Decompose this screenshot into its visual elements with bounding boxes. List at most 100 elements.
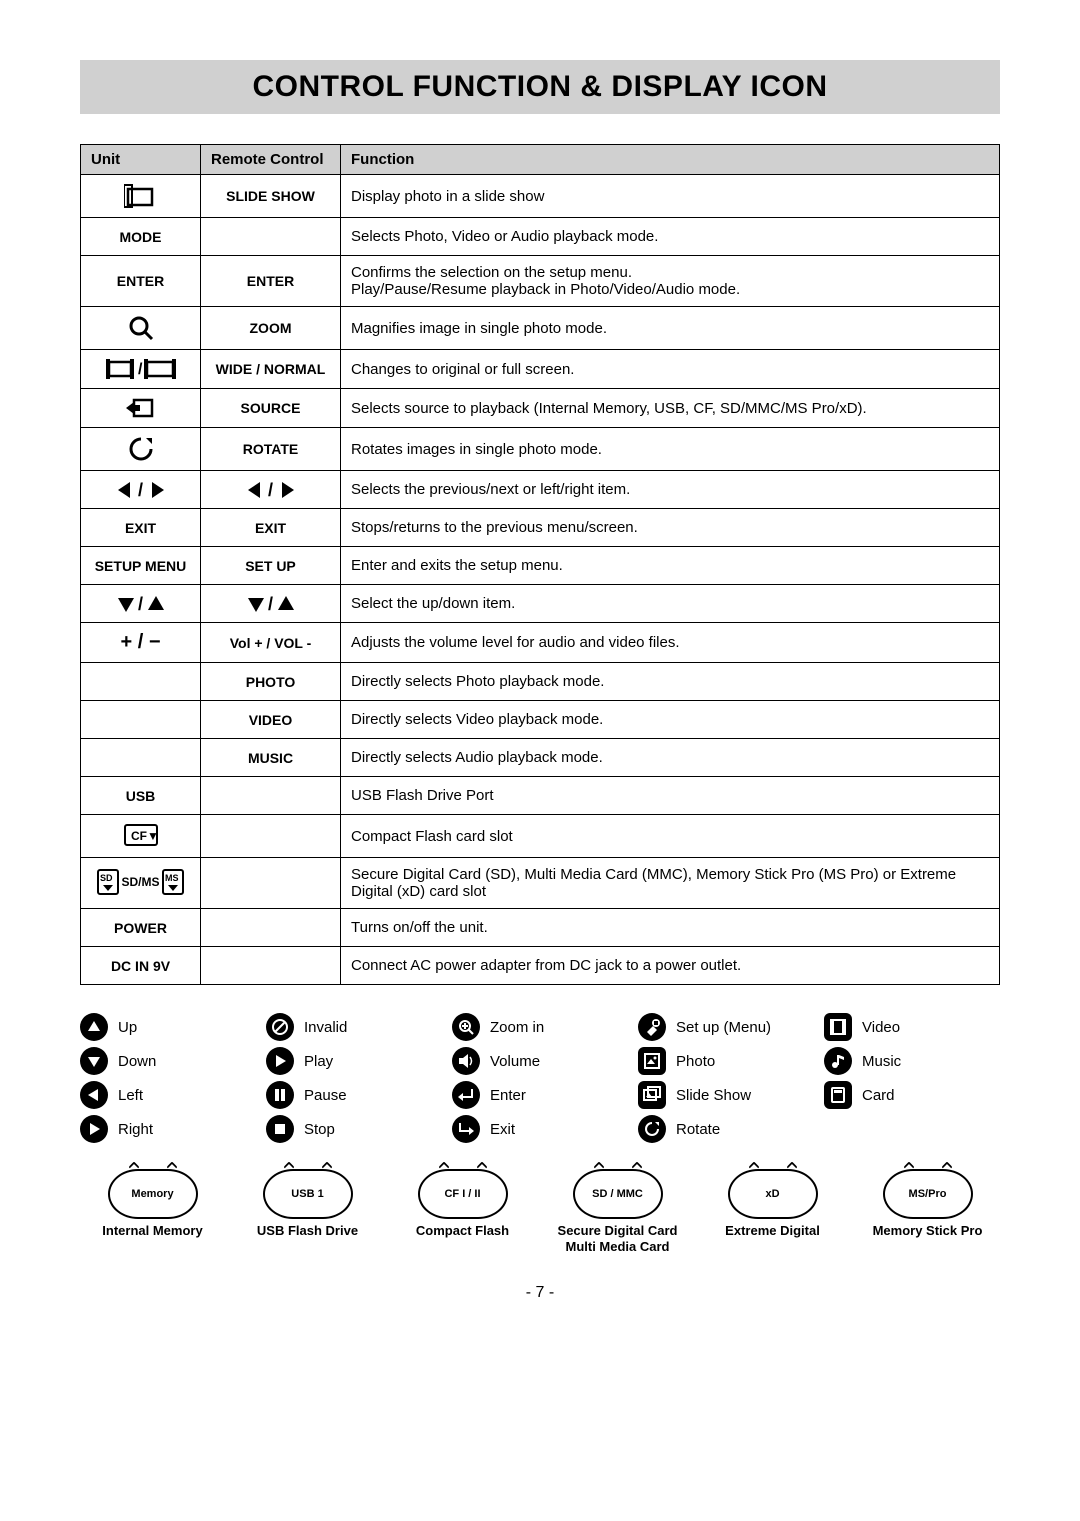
function-cell: Selects Photo, Video or Audio playback m… [341,218,1000,256]
function-cell: Directly selects Audio playback mode. [341,739,1000,777]
unit-cell: SETUP MENU [81,547,201,585]
unit-cell [81,739,201,777]
slideshow2-icon [638,1081,666,1109]
unit-cell: MODE [81,218,201,256]
unit-cell [81,428,201,471]
unit-cell: + / − [81,623,201,663]
function-cell: Rotates images in single photo mode. [341,428,1000,471]
card-slot-label: Extreme Digital [725,1223,820,1239]
unit-cell: / [81,350,201,389]
unit-cell: EXIT [81,509,201,547]
function-cell: Magnifies image in single photo mode. [341,307,1000,350]
remote-cell: ENTER [201,256,341,307]
page-number: - 7 - [80,1284,1000,1302]
card-slot-item: MemoryInternal Memory [80,1169,225,1254]
unit-cell [81,175,201,218]
legend-label: Up [118,1019,137,1036]
table-row: DC IN 9VConnect AC power adapter from DC… [81,947,1000,985]
unit-cell [81,663,201,701]
card-slot-row: MemoryInternal MemoryUSB 1USB Flash Driv… [80,1169,1000,1254]
table-row: POWERTurns on/off the unit. [81,909,1000,947]
legend-label: Exit [490,1121,515,1138]
svg-text:CF▼: CF▼ [131,829,159,843]
svg-text:/: / [138,480,143,500]
right-icon [80,1115,108,1143]
legend-label: Music [862,1053,901,1070]
unit-cell: POWER [81,909,201,947]
function-cell: Selects the previous/next or left/right … [341,471,1000,509]
card-slot-label: Compact Flash [416,1223,509,1239]
photo-icon [638,1047,666,1075]
card-slot-icon: CF I / II [418,1169,508,1219]
remote-cell: EXIT [201,509,341,547]
unit-cell [81,701,201,739]
remote-cell [201,218,341,256]
function-cell: Enter and exits the setup menu. [341,547,1000,585]
rotate2-icon [638,1115,666,1143]
legend-label: Card [862,1087,895,1104]
setup-icon [638,1013,666,1041]
card-slot-item: SD / MMC Secure Digital CardMulti Media C… [545,1169,690,1254]
function-cell: Connect AC power adapter from DC jack to… [341,947,1000,985]
legend-item: Zoom in [452,1013,628,1041]
legend-item: Music [824,1047,1000,1075]
table-row: EXITEXITStops/returns to the previous me… [81,509,1000,547]
table-row: MUSICDirectly selects Audio playback mod… [81,739,1000,777]
card-slot-label: USB Flash Drive [257,1223,358,1239]
col-function: Function [341,145,1000,175]
legend-item: Volume [452,1047,628,1075]
remote-cell: WIDE / NORMAL [201,350,341,389]
video-icon [824,1013,852,1041]
unit-cell [81,307,201,350]
legend-item: Rotate [638,1115,814,1143]
legend-item: Down [80,1047,256,1075]
svg-text:MS: MS [165,873,179,883]
function-cell: Selects source to playback (Internal Mem… [341,389,1000,428]
card-slot-item: xDExtreme Digital [700,1169,845,1254]
remote-cell [201,909,341,947]
remote-cell: / [201,585,341,623]
legend-label: Rotate [676,1121,720,1138]
legend-item: Exit [452,1115,628,1143]
unit-cell: CF▼ [81,815,201,858]
legend-label: Slide Show [676,1087,751,1104]
remote-cell [201,947,341,985]
table-row: /WIDE / NORMALChanges to original or ful… [81,350,1000,389]
remote-cell: MUSIC [201,739,341,777]
remote-cell [201,777,341,815]
legend-item: Slide Show [638,1081,814,1109]
table-row: ZOOMMagnifies image in single photo mode… [81,307,1000,350]
exit-icon [452,1115,480,1143]
left-icon [80,1081,108,1109]
remote-cell: / [201,471,341,509]
col-remote: Remote Control [201,145,341,175]
legend-item [824,1115,1000,1143]
card-slot-item: CF I / II Compact Flash [390,1169,535,1254]
remote-cell: PHOTO [201,663,341,701]
legend-label: Zoom in [490,1019,544,1036]
pause-icon [266,1081,294,1109]
table-row: SDSD/MSMSSecure Digital Card (SD), Multi… [81,858,1000,909]
legend-label: Volume [490,1053,540,1070]
function-cell: Confirms the selection on the setup menu… [341,256,1000,307]
unit-cell: / [81,471,201,509]
unit-cell: / [81,585,201,623]
legend-item: Up [80,1013,256,1041]
card-slot-item: MS/ProMemory Stick Pro [855,1169,1000,1254]
stop-icon [266,1115,294,1143]
card-slot-icon: Memory [108,1169,198,1219]
table-row: //Select the up/down item. [81,585,1000,623]
function-table: Unit Remote Control Function SLIDE SHOWD… [80,144,1000,985]
unit-cell [81,389,201,428]
table-row: ENTERENTERConfirms the selection on the … [81,256,1000,307]
function-cell: Stops/returns to the previous menu/scree… [341,509,1000,547]
icon-legend: UpInvalidZoom inSet up (Menu)VideoDownPl… [80,1013,1000,1143]
svg-text:/: / [268,480,273,500]
card-slot-label: Secure Digital CardMulti Media Card [558,1223,678,1254]
legend-item: Stop [266,1115,442,1143]
table-row: USBUSB Flash Drive Port [81,777,1000,815]
legend-label: Stop [304,1121,335,1138]
legend-item: Left [80,1081,256,1109]
function-cell: Adjusts the volume level for audio and v… [341,623,1000,663]
card-slot-icon: SD / MMC [573,1169,663,1219]
